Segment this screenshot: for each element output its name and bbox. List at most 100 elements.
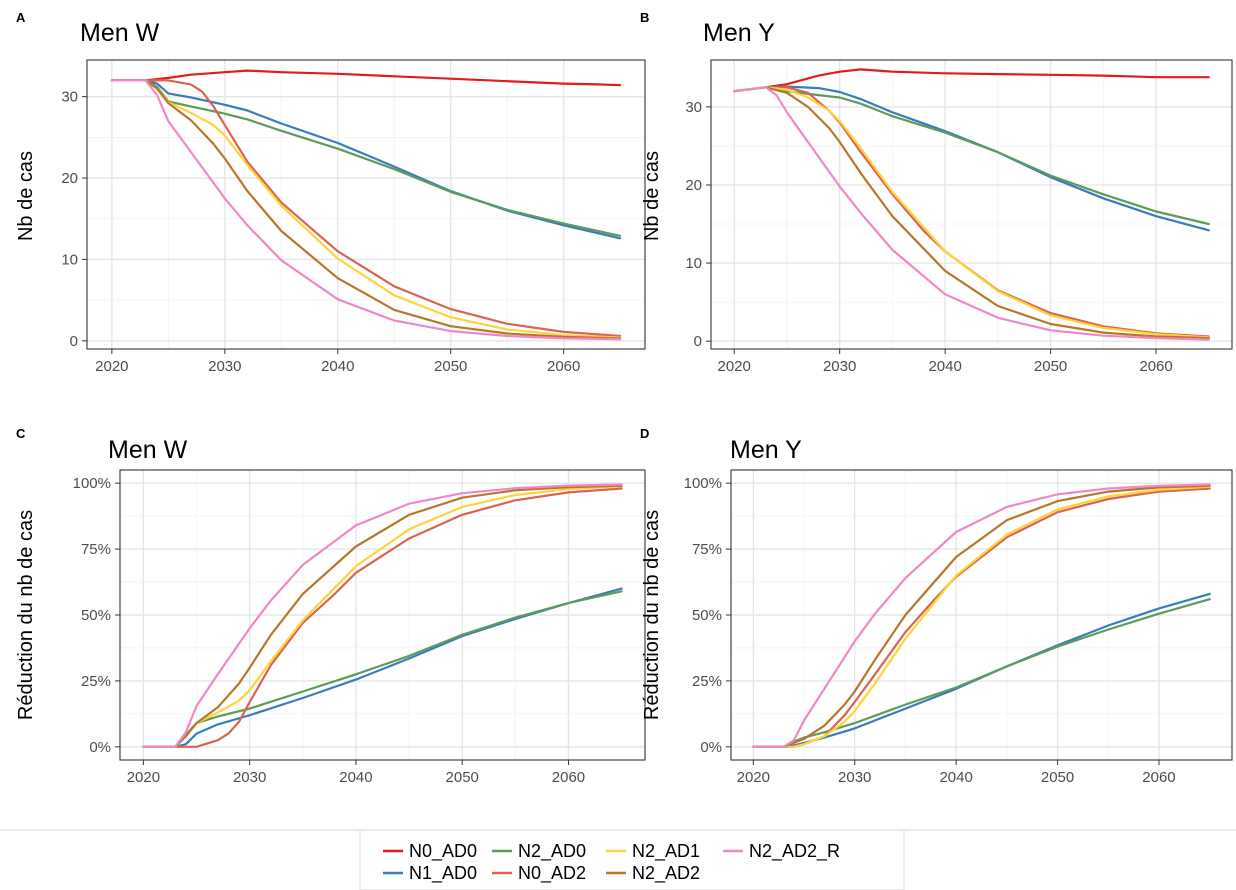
panel-title: Men W xyxy=(108,436,188,464)
legend-item-n2-ad2-r: N2_AD2_R xyxy=(723,841,840,862)
panel-title: Men Y xyxy=(703,19,775,47)
legend-box xyxy=(359,829,905,890)
grid xyxy=(711,60,1232,349)
panel-title: Men W xyxy=(80,19,160,47)
legend-item-n0-ad0: N0_AD0 xyxy=(383,841,477,862)
panel-tag: A xyxy=(16,10,26,25)
series-line-n2-ad2 xyxy=(110,79,622,340)
panel-border xyxy=(710,59,1233,350)
y-tick-label: 30 xyxy=(61,89,78,106)
legend-label: N2_AD1 xyxy=(632,841,700,862)
series-group xyxy=(733,68,1210,341)
y-tick-label: 10 xyxy=(61,251,78,268)
x-tick-label: 2050 xyxy=(1034,358,1067,375)
x-tick-label: 2020 xyxy=(737,769,770,786)
legend-item-n2-ad2: N2_AD2 xyxy=(606,863,700,884)
y-tick-label: 0 xyxy=(70,333,78,350)
grid xyxy=(731,470,1232,760)
series-group xyxy=(142,483,623,748)
series-line-n2-ad2 xyxy=(733,86,1210,340)
y-axis-title: Nb de cas xyxy=(641,151,663,241)
y-tick-label: 50% xyxy=(81,607,111,624)
panel-title: Men Y xyxy=(730,436,802,464)
x-tick-label: 2060 xyxy=(1142,769,1175,786)
x-tick-label: 2050 xyxy=(434,358,467,375)
x-tick-label: 2040 xyxy=(928,358,961,375)
x-tick-label: 2030 xyxy=(838,769,871,786)
series-line-n2-ad2-r xyxy=(110,79,622,341)
x-tick-label: 2020 xyxy=(95,358,128,375)
legend-item-n2-ad0: N2_AD0 xyxy=(492,841,586,862)
legend-label: N2_AD2 xyxy=(632,863,700,884)
x-tick-label: 2020 xyxy=(127,769,160,786)
y-tick-label: 0% xyxy=(89,739,111,756)
plot-area xyxy=(711,60,1232,349)
y-axis-title: Réduction du nb de cas xyxy=(641,510,663,720)
legend-label: N0_AD2 xyxy=(518,863,586,884)
x-tick-label: 2040 xyxy=(321,358,354,375)
panel-tag: D xyxy=(640,426,649,441)
x-tick-label: 2030 xyxy=(823,358,856,375)
y-tick-label: 30 xyxy=(685,99,702,116)
x-tick-label: 2040 xyxy=(939,769,972,786)
y-axis-title: Réduction du nb de cas xyxy=(15,510,37,720)
y-tick-label: 25% xyxy=(692,673,722,690)
x-tick-label: 2060 xyxy=(547,358,580,375)
x-tick-label: 2050 xyxy=(446,769,479,786)
legend-item-n0-ad2: N0_AD2 xyxy=(492,863,586,884)
legend-label: N1_AD0 xyxy=(409,863,477,884)
series-line-n2-ad2-r xyxy=(733,86,1210,341)
panel-d: 2020 2030 2040 2050 2060 0% 25% 50% 75% 100% Réduc… xyxy=(640,426,1233,786)
grid xyxy=(87,60,645,349)
legend-label: N0_AD0 xyxy=(409,841,477,862)
y-tick-label: 20 xyxy=(61,170,78,187)
y-tick-label: 75% xyxy=(81,541,111,558)
x-tick-label: 2050 xyxy=(1041,769,1074,786)
panel-border xyxy=(86,59,646,350)
series-line-n2-ad2-r xyxy=(752,483,1211,748)
series-group xyxy=(110,69,622,341)
legend-item-n1-ad0: N1_AD0 xyxy=(383,863,477,884)
series-group xyxy=(752,483,1211,748)
y-tick-label: 50% xyxy=(692,607,722,624)
series-line-n0-ad2 xyxy=(110,79,622,338)
series-line-n2-ad2 xyxy=(752,484,1211,748)
y-axis-title: Nb de cas xyxy=(15,151,37,241)
y-tick-label: 75% xyxy=(692,541,722,558)
series-line-n2-ad0 xyxy=(733,86,1210,226)
panel-tag: B xyxy=(640,10,649,25)
series-line-n2-ad1 xyxy=(752,485,1211,748)
legend-item-n2-ad1: N2_AD1 xyxy=(606,841,700,862)
x-tick-label: 2060 xyxy=(552,769,585,786)
series-line-n2-ad2 xyxy=(142,484,623,748)
series-line-n0-ad2 xyxy=(733,86,1210,338)
y-tick-label: 0 xyxy=(694,333,702,350)
legend-label: N2_AD0 xyxy=(518,841,586,862)
panel-c: 2020 2030 2040 2050 2060 0% 25% 50% 75% 100% Réduc… xyxy=(15,426,646,786)
y-tick-label: 10 xyxy=(685,255,702,272)
x-tick-label: 2030 xyxy=(233,769,266,786)
series-line-n0-ad0 xyxy=(733,68,1210,93)
y-tick-label: 100% xyxy=(73,475,111,492)
panel-tag: C xyxy=(16,426,26,441)
y-tick-label: 0% xyxy=(700,739,722,756)
y-tick-label: 20 xyxy=(685,177,702,194)
y-tick-label: 100% xyxy=(684,475,722,492)
series-line-n2-ad2-r xyxy=(142,483,623,748)
grid xyxy=(120,470,645,760)
x-tick-label: 2040 xyxy=(339,769,372,786)
x-tick-label: 2060 xyxy=(1139,358,1172,375)
series-line-n1-ad0 xyxy=(142,587,623,748)
series-line-n0-ad2 xyxy=(142,487,623,748)
series-line-n1-ad0 xyxy=(752,592,1211,748)
y-tick-label: 25% xyxy=(81,673,111,690)
x-tick-label: 2030 xyxy=(208,358,241,375)
x-tick-label: 2020 xyxy=(718,358,751,375)
legend-label: N2_AD2_R xyxy=(749,841,840,862)
series-line-n0-ad0 xyxy=(110,69,622,87)
